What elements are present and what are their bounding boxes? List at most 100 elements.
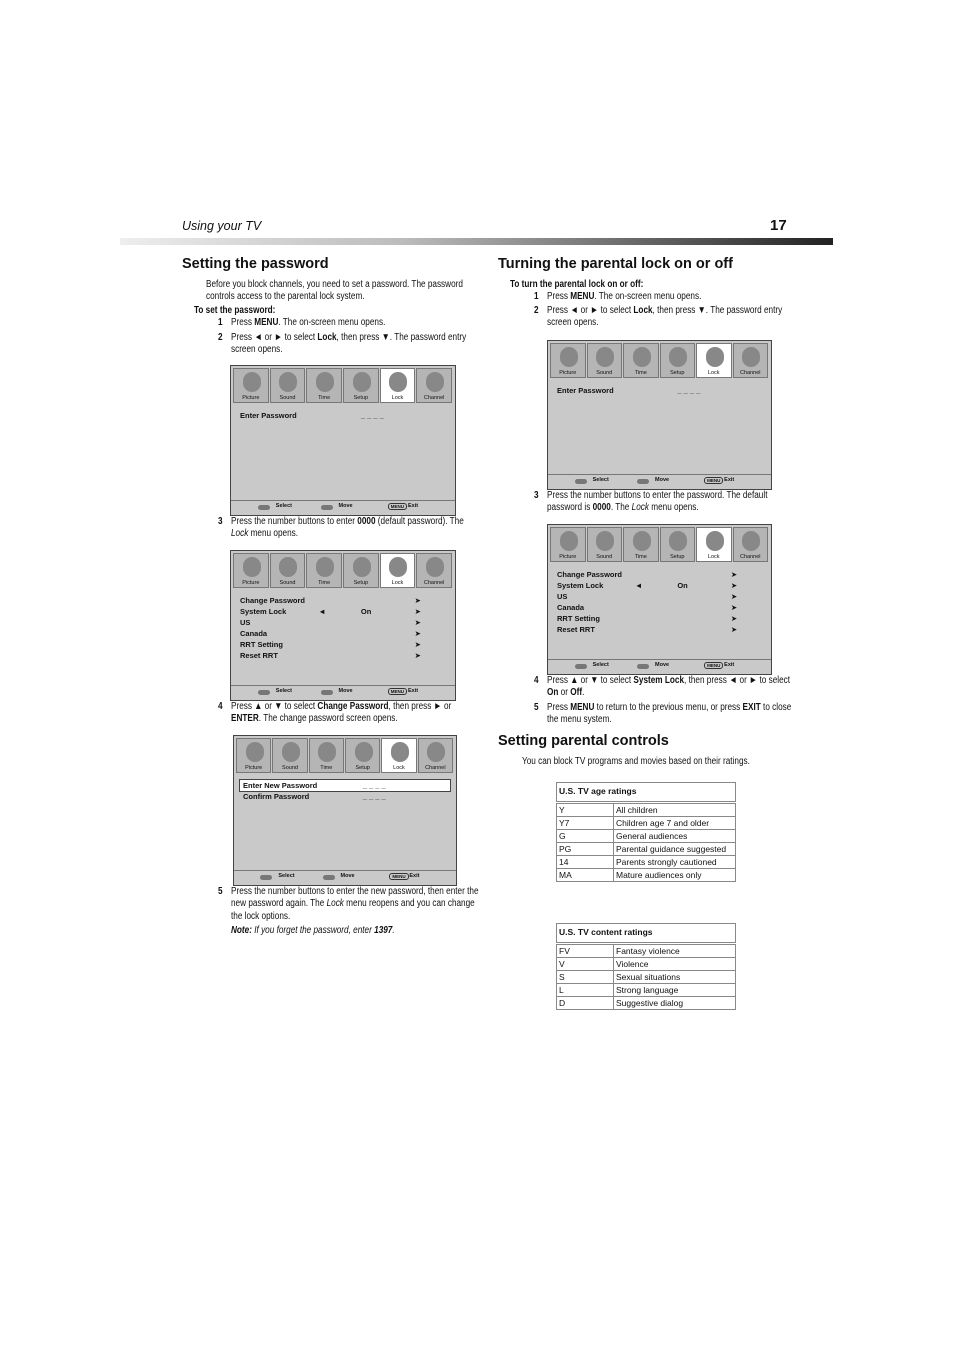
row-arrow: ➤ <box>730 625 738 634</box>
text-run: Lock <box>231 528 249 540</box>
tab-icon <box>559 531 578 551</box>
tab-label: Sound <box>279 580 296 586</box>
text-run: MENU <box>254 317 279 328</box>
text-run: ENTER <box>231 713 259 725</box>
menu-tab: Lock <box>379 553 416 588</box>
tab-label: Lock <box>391 395 404 401</box>
row-label: System Lock <box>557 581 604 590</box>
step-text: Press the number buttons to enter the ne… <box>231 886 479 923</box>
tab-label: Picture <box>245 765 263 771</box>
text-run: or <box>558 687 571 699</box>
tab-icon <box>389 372 408 392</box>
menu-tab: Sound <box>272 738 308 773</box>
menu-tab: Sound <box>269 368 306 403</box>
footer-label: Exit <box>724 477 735 483</box>
step-text: Press ◄ or ► to select Lock, then press … <box>547 305 799 330</box>
rating-code: MA <box>556 868 614 882</box>
tab-icon <box>742 347 761 367</box>
text-run: (default password). The <box>375 516 464 527</box>
row-arrow: ➤ <box>730 570 738 579</box>
tab-icon <box>705 531 724 551</box>
tab-icon <box>242 557 261 577</box>
footer-icon <box>637 664 650 669</box>
menu-tab: Picture <box>236 738 272 773</box>
tab-label: Picture <box>559 554 577 560</box>
tab-icon <box>352 557 371 577</box>
menu-screen: Picture Sound Time Setup Lock Channel Enter Pa… <box>547 340 772 490</box>
row-label: Enter Password <box>557 386 614 395</box>
rating-code: S <box>556 970 614 984</box>
tab-label: Time <box>634 554 647 560</box>
table-row: PG Parental guidance suggested <box>556 842 736 856</box>
footer-label: Exit <box>407 503 419 509</box>
ratings-table: U.S. TV age ratings Y All children Y7 Childr… <box>556 782 736 882</box>
tab-label: Channel <box>423 395 445 401</box>
menu-tab: Setup <box>659 527 695 562</box>
text-run: Press <box>231 317 255 328</box>
footer-label: Move <box>338 503 353 509</box>
row-arrow: ➤ <box>730 603 738 612</box>
row-label: US <box>557 592 568 601</box>
tab-label: Lock <box>393 765 405 771</box>
text-run: . <box>392 925 395 936</box>
tab-label: Setup <box>670 554 685 560</box>
intro: You can block TV programs and movies bas… <box>522 756 750 767</box>
tab-icon <box>669 531 688 551</box>
step-text: Press the number buttons to enter 0000 (… <box>231 516 479 541</box>
text-run: Press <box>547 291 571 302</box>
menu-tab: Lock <box>379 368 416 403</box>
step-number: 3 <box>218 516 223 527</box>
footer-icon <box>320 690 333 695</box>
menu-tab: Channel <box>417 738 453 773</box>
tab-icon <box>596 347 615 367</box>
tab-icon <box>742 531 761 551</box>
rating-code: G <box>556 829 614 843</box>
text-run: menu opens. <box>248 528 299 540</box>
step-text: Press ▲ or ▼ to select Change Password, … <box>231 701 479 726</box>
text-run: 1397 <box>374 925 393 936</box>
step-text: Press ◄ or ► to select Lock, then press … <box>231 332 479 357</box>
row-arrow: ➤ <box>414 651 421 660</box>
tab-label: Time <box>320 765 333 771</box>
text-run: Press <box>547 702 571 713</box>
tab-label: Picture <box>559 370 577 376</box>
rating-code: 14 <box>556 855 614 869</box>
footer-label: Move <box>338 688 353 694</box>
row-arrow: ➤ <box>730 614 738 623</box>
step-number: 4 <box>218 701 223 712</box>
footer-icon <box>257 690 270 695</box>
text-run: 0000 <box>592 502 611 514</box>
row-label: Reset RRT <box>240 651 278 660</box>
note: Note: If you forget the password, enter … <box>231 925 477 937</box>
text-run: Change Password <box>317 701 389 712</box>
tab-icon <box>316 372 335 392</box>
rating-description: Suggestive dialog <box>613 996 736 1010</box>
menu-footer: Select Move MENU Exit <box>231 685 455 700</box>
table-header: U.S. TV age ratings <box>556 782 736 804</box>
step-number: 2 <box>218 332 223 343</box>
text-run: . The on-screen menu opens. <box>278 317 386 328</box>
footer-label: Select <box>275 688 293 694</box>
text-run: . The <box>610 502 632 514</box>
row-arrow: ➤ <box>414 596 421 605</box>
selection-box <box>239 779 451 792</box>
row-label: Enter New Password <box>243 781 318 790</box>
row-label: Confirm Password <box>243 792 310 801</box>
menu-tab: Setup <box>343 368 379 403</box>
text-run: to close the menu system. <box>547 702 792 726</box>
row-label: Change Password <box>557 570 623 579</box>
table-row: G General audiences <box>556 829 736 843</box>
tab-icon <box>279 372 298 392</box>
tab-label: Channel <box>740 554 761 560</box>
rating-description: General audiences <box>613 829 736 843</box>
heading: Setting the password <box>182 256 329 272</box>
table-row: S Sexual situations <box>556 970 736 984</box>
menu-footer: Select Move MENU Exit <box>234 870 456 885</box>
text-run: Press the number buttons to enter <box>231 516 358 527</box>
tab-icon <box>669 347 688 367</box>
row-arrow: ➤ <box>414 640 421 649</box>
tab-label: Picture <box>242 395 260 401</box>
rating-description: Parental guidance suggested <box>613 842 736 856</box>
row-label: RRT Setting <box>557 614 600 623</box>
tab-icon <box>632 531 651 551</box>
